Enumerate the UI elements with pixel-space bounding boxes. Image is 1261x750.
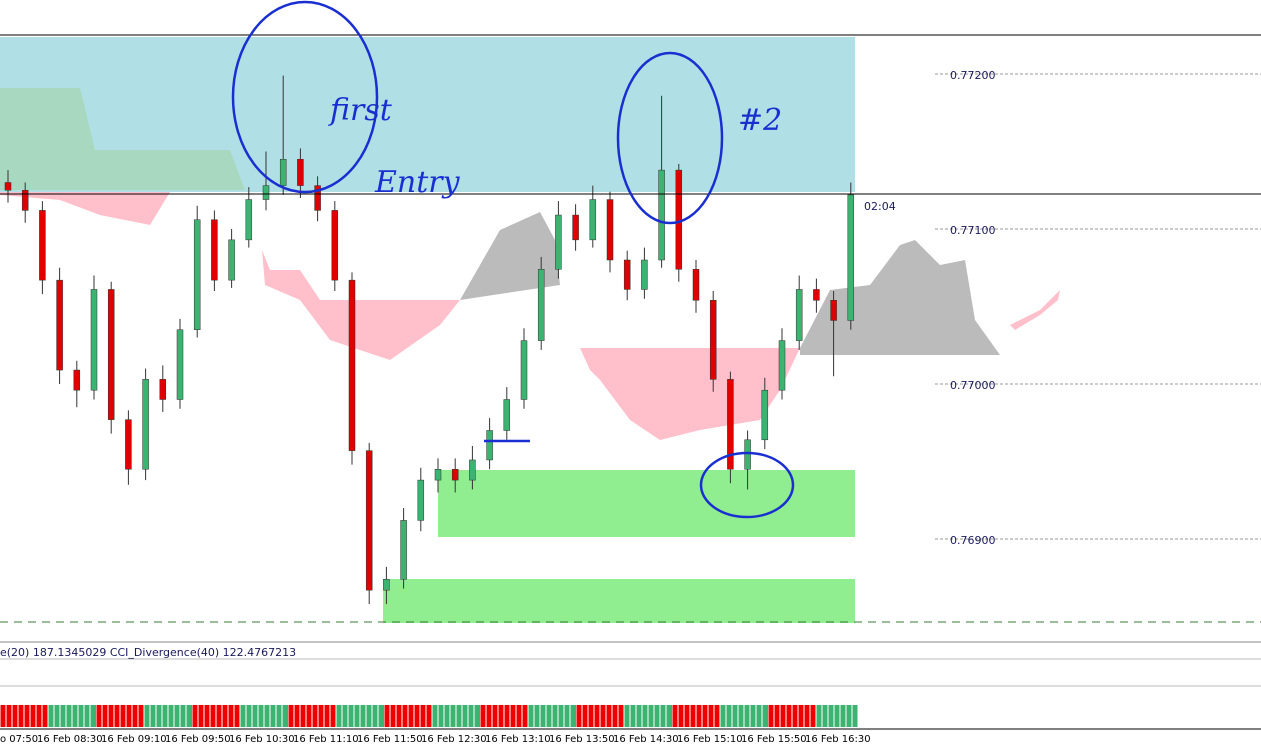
- candle-body: [297, 159, 304, 186]
- candle-body: [761, 389, 769, 441]
- candle-body: [572, 214, 579, 241]
- candle-body: [73, 369, 81, 391]
- candle-body: [675, 169, 683, 270]
- candle-body: [4, 182, 12, 191]
- annotation: #2: [738, 103, 782, 138]
- cloud-pink: [580, 348, 800, 440]
- time-label: 16 Feb 09:10: [101, 734, 167, 745]
- candle-body: [365, 450, 373, 591]
- time-label: 16 Feb 12:30: [421, 734, 487, 745]
- ellipse: [231, 0, 379, 194]
- handwriting: [231, 0, 795, 519]
- time-label: 16 Feb 16:30: [805, 734, 871, 745]
- candle-body: [744, 439, 751, 470]
- candle-body: [159, 379, 167, 400]
- candle-body: [434, 469, 442, 481]
- candle-body: [795, 289, 803, 341]
- candle-body: [262, 185, 270, 200]
- cloud-grey: [460, 212, 560, 300]
- candle-body: [400, 520, 407, 580]
- candle-body: [589, 199, 597, 241]
- candle-body: [331, 210, 339, 281]
- price-label: 0.76900: [950, 534, 996, 547]
- price-label: 0.77100: [950, 224, 996, 237]
- price-label: 0.77000: [950, 379, 996, 392]
- time-label: 16 Feb 11:10: [293, 734, 359, 745]
- time-label: 16 Feb 15:10: [677, 734, 743, 745]
- candle-body: [727, 379, 734, 470]
- cloud-pink: [262, 250, 460, 360]
- candle-body: [451, 469, 459, 481]
- time-label: 16 Feb 14:30: [613, 734, 679, 745]
- candle-body: [778, 340, 786, 391]
- annotation: first: [328, 93, 393, 128]
- time-label: 16 Feb 13:50: [549, 734, 615, 745]
- candle-body: [21, 190, 29, 211]
- candle-body: [709, 300, 717, 380]
- indicator-label: e(20) 187.1345029 CCI_Divergence(40) 122…: [0, 646, 296, 659]
- candle-body: [623, 259, 631, 290]
- candle-body: [125, 419, 132, 470]
- candle-body: [193, 219, 201, 330]
- candle-body: [383, 579, 390, 591]
- candle-body: [39, 210, 46, 281]
- time-label: 16 Feb 08:30: [37, 734, 103, 745]
- candle-body: [176, 329, 184, 400]
- annotation: Entry: [374, 165, 461, 200]
- time-label: 16 Feb 11:50: [357, 734, 423, 745]
- candle-timer: 02:04: [864, 200, 896, 213]
- time-label: 16 Feb 15:50: [741, 734, 807, 745]
- candle-body: [107, 289, 115, 420]
- candle-body: [279, 159, 287, 186]
- candle-body: [658, 169, 665, 261]
- candle-body: [537, 269, 545, 341]
- candle-body: [142, 379, 149, 470]
- candle-body: [520, 340, 528, 400]
- time-label: 16 Feb 10:30: [229, 734, 295, 745]
- candle-body: [830, 300, 837, 321]
- price-label: 0.77200: [950, 69, 996, 82]
- candle-body: [245, 199, 253, 241]
- candle-body: [503, 399, 511, 431]
- time-label: 16 Feb 13:10: [485, 734, 551, 745]
- candle-body: [228, 239, 235, 281]
- candle-body: [469, 459, 476, 481]
- signal-bar: [0, 705, 858, 727]
- candle-body: [314, 185, 321, 211]
- candle-body: [56, 279, 63, 371]
- candle-body: [555, 214, 562, 270]
- demand-zone: [383, 579, 855, 623]
- candle-body: [813, 289, 820, 301]
- candle-body: [847, 194, 855, 321]
- candle-body: [417, 479, 425, 521]
- candle-body: [348, 279, 356, 451]
- cloud-pink: [1010, 290, 1060, 330]
- ellipse: [699, 451, 795, 519]
- time-label: 16 Feb 09:50: [165, 734, 231, 745]
- candle-body: [486, 430, 493, 461]
- candle-body: [90, 289, 98, 391]
- candle-body: [211, 219, 218, 281]
- ellipse: [616, 51, 724, 225]
- candle-body: [692, 269, 700, 301]
- cloud-pink: [0, 192, 170, 225]
- candle-body: [641, 259, 648, 290]
- candle-body: [606, 199, 614, 261]
- time-label: o 07:50: [0, 734, 38, 745]
- cloud-green: [0, 88, 245, 190]
- cloud-grey: [800, 240, 1000, 355]
